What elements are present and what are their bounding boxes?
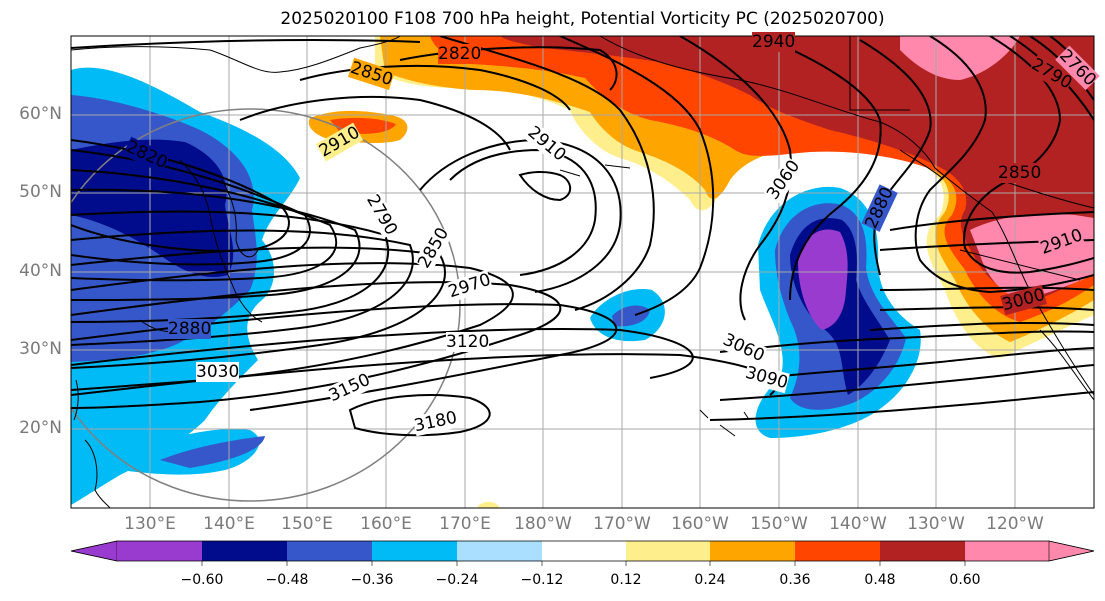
contour-label: 3030 bbox=[196, 362, 240, 382]
lon-label: 120°W bbox=[986, 514, 1044, 534]
lat-label: 20°N bbox=[19, 418, 62, 438]
lon-label: 130°W bbox=[907, 514, 965, 534]
contour-label: 3180 bbox=[412, 407, 459, 437]
contour-label: 2820 bbox=[122, 136, 171, 174]
lat-lon-grid bbox=[71, 36, 1094, 508]
contour-label: 3090 bbox=[743, 362, 791, 394]
lat-label: 40°N bbox=[19, 261, 62, 281]
map-panel bbox=[71, 36, 1094, 508]
colorbar-tick-label: 0.60 bbox=[949, 572, 981, 588]
colorbar-tick-label: −0.24 bbox=[435, 572, 479, 588]
colorbar-tick-label: 0.36 bbox=[779, 572, 811, 588]
colorbar-tick-label: −0.48 bbox=[265, 572, 309, 588]
lat-label: 50°N bbox=[19, 182, 62, 202]
contour-label: 3060 bbox=[719, 329, 768, 367]
lon-label: 150°W bbox=[750, 514, 808, 534]
colorbar-tick-label: 0.48 bbox=[864, 572, 896, 588]
lon-label: 160°E bbox=[360, 514, 412, 534]
contour-label: 2850 bbox=[414, 224, 454, 272]
colorbar-tick-label: 0.12 bbox=[610, 572, 642, 588]
lon-label: 140°W bbox=[829, 514, 887, 534]
map-frame bbox=[70, 35, 1095, 509]
lon-label: 140°E bbox=[203, 514, 255, 534]
contour-label: 2850 bbox=[998, 163, 1042, 183]
colorbar-tick-label: −0.36 bbox=[350, 572, 394, 588]
contour-label: 2850 bbox=[347, 57, 396, 91]
lon-label: 160°W bbox=[671, 514, 729, 534]
contour-label: 2790 bbox=[362, 191, 402, 239]
colorbar-tick-label: 0.24 bbox=[694, 572, 726, 588]
colorbar-tick-label: −0.60 bbox=[180, 572, 224, 588]
lat-label: 60°N bbox=[19, 104, 62, 124]
colorbar-tick-label: −0.12 bbox=[520, 572, 564, 588]
contour-label: 3150 bbox=[325, 369, 374, 407]
contour-label: 3120 bbox=[446, 332, 490, 352]
map-title: 2025020100 F108 700 hPa height, Potentia… bbox=[280, 9, 885, 29]
contour-label: 2880 bbox=[861, 184, 898, 232]
contour-label: 2820 bbox=[438, 44, 482, 64]
lon-label: 150°E bbox=[281, 514, 333, 534]
lon-label: 170°E bbox=[439, 514, 491, 534]
contour-label: 2880 bbox=[168, 319, 212, 339]
contour-label: 2940 bbox=[752, 32, 796, 52]
contour-label: 3060 bbox=[763, 156, 805, 204]
lat-label: 30°N bbox=[19, 339, 62, 359]
lon-label: 180°W bbox=[514, 514, 572, 534]
contour-label: 2910 bbox=[523, 122, 570, 166]
lon-label: 130°E bbox=[124, 514, 176, 534]
contour-label: 2910 bbox=[315, 122, 364, 162]
contour-label: 2970 bbox=[445, 269, 494, 303]
pv-negative-shading bbox=[71, 67, 921, 505]
lon-label: 170°W bbox=[593, 514, 651, 534]
contour-label: 3000 bbox=[1000, 284, 1048, 316]
colorbar bbox=[70, 540, 1095, 566]
contour-label: 2910 bbox=[1037, 225, 1086, 259]
